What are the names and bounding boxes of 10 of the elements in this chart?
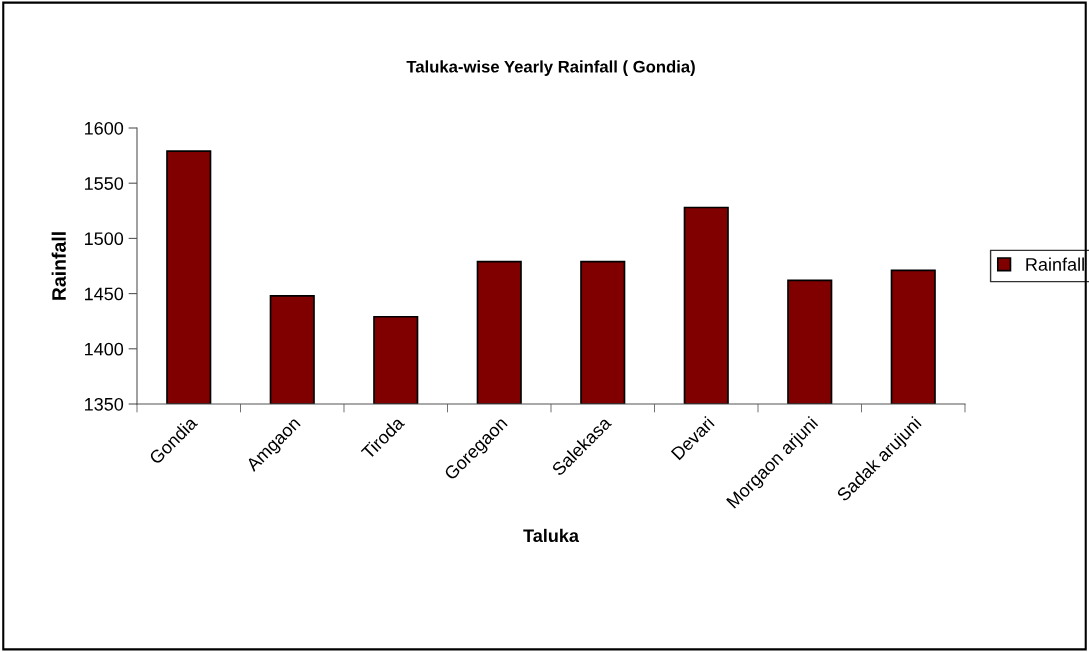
- y-tick-label: 1550: [85, 177, 124, 190]
- x-axis-title: Taluka: [523, 528, 580, 543]
- legend-label: Rainfall: [1026, 257, 1084, 271]
- y-tick-label: 1350: [85, 397, 124, 411]
- y-tick-label: 1500: [85, 232, 124, 246]
- y-tick-label: 1450: [85, 287, 124, 301]
- y-tick-label: 1400: [85, 342, 124, 356]
- y-axis-title: Rainfall: [51, 232, 66, 300]
- chart-title: Taluka-wise Yearly Rainfall ( Gondia): [406, 60, 695, 76]
- y-tick-label: 1600: [85, 121, 124, 135]
